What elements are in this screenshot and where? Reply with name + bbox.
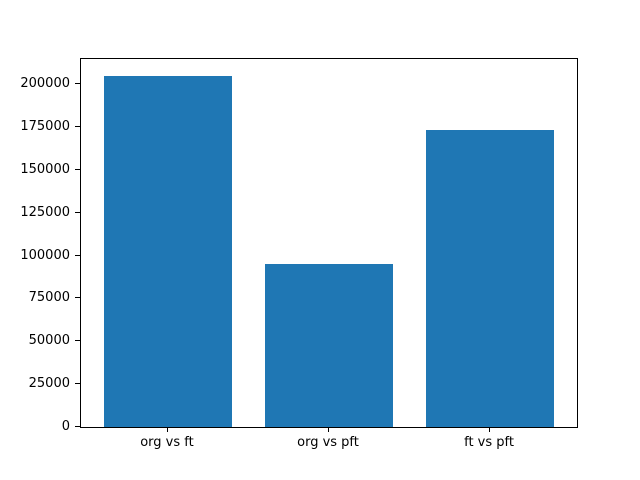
x-tick-label: org vs ft bbox=[140, 435, 194, 450]
y-tick-label: 0 bbox=[61, 419, 70, 434]
x-tick-mark bbox=[166, 427, 168, 432]
x-tick-mark bbox=[328, 427, 329, 432]
y-tick-mark bbox=[75, 126, 80, 128]
x-tick-label: org vs pft bbox=[297, 435, 359, 450]
y-tick-mark bbox=[75, 383, 80, 385]
bar-ft-vs-pft bbox=[425, 130, 555, 427]
y-tick-mark bbox=[75, 340, 80, 342]
y-tick-label: 50000 bbox=[28, 333, 70, 349]
y-tick-mark bbox=[75, 297, 80, 299]
y-tick-label: 25000 bbox=[28, 376, 70, 392]
y-tick-label: 100000 bbox=[20, 247, 70, 263]
bar-org-vs-ft bbox=[103, 75, 233, 427]
y-tick-label: 150000 bbox=[20, 161, 70, 177]
y-tick-mark bbox=[75, 168, 80, 170]
bar-org-vs-pft bbox=[264, 264, 394, 427]
y-tick-mark bbox=[75, 211, 80, 213]
y-tick-label: 175000 bbox=[20, 119, 70, 135]
y-tick-mark bbox=[75, 83, 80, 85]
y-tick-label: 75000 bbox=[28, 290, 70, 306]
y-tick-mark bbox=[75, 254, 80, 256]
y-tick-mark bbox=[75, 426, 80, 427]
y-tick-label: 125000 bbox=[20, 204, 70, 220]
x-tick-mark bbox=[489, 427, 491, 432]
x-tick-label: ft vs pft bbox=[464, 435, 514, 450]
plot-area bbox=[80, 58, 578, 428]
y-tick-label: 200000 bbox=[20, 76, 70, 92]
